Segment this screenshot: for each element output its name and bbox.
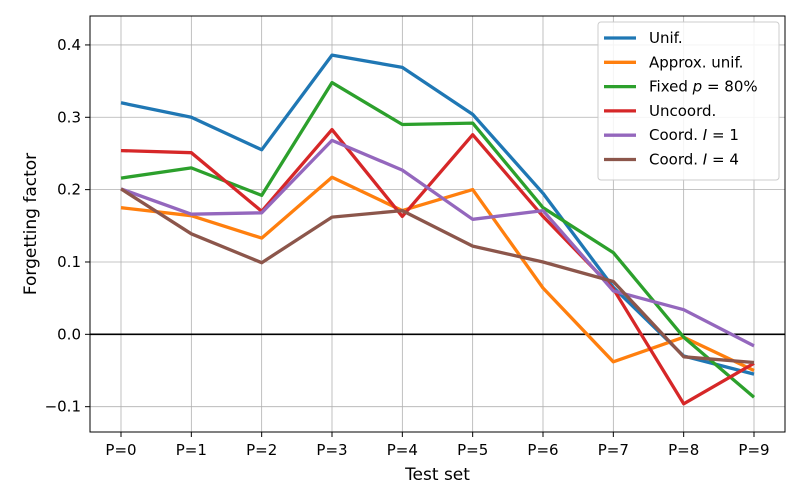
legend-label: Coord. I = 4 (649, 151, 739, 169)
x-tick-label: P=6 (527, 441, 558, 459)
series-line (120, 187, 755, 365)
legend-label: Uncoord. (649, 102, 716, 120)
y-tick-label: 0.4 (57, 36, 81, 54)
x-axis-title: Test set (404, 465, 470, 485)
legend: Unif. Approx. unif. Fixed p = 80% Uncoord. C… (597, 21, 780, 181)
x-tick-label: P=7 (598, 441, 629, 459)
series-line (120, 127, 755, 406)
x-tick-label: P=8 (668, 441, 699, 459)
series-line (120, 138, 755, 348)
x-tick-label: P=4 (387, 441, 418, 459)
series-line (120, 53, 755, 376)
legend-box (597, 21, 780, 181)
y-tick-label: 0.2 (57, 181, 81, 199)
legend-label: Fixed p = 80% (649, 78, 758, 96)
legend-label: Approx. unif. (649, 53, 743, 71)
x-tick-label: P=1 (176, 441, 207, 459)
y-tick-label: −0.1 (45, 398, 81, 416)
series-line (120, 175, 755, 372)
legend-label: Coord. I = 1 (649, 126, 739, 144)
plot-frame (89, 15, 786, 433)
y-tick-label: 0.3 (57, 108, 81, 126)
x-tick-label: P=2 (246, 441, 277, 459)
x-tick-label: P=0 (105, 441, 136, 459)
y-tick-label: 0.0 (57, 325, 81, 343)
y-tick-label: 0.1 (57, 253, 81, 271)
y-axis-title: Forgetting factor (21, 153, 41, 295)
legend-label: Unif. (649, 29, 683, 47)
x-axis-ticks: P=0 P=1 P=2 P=3 P=4 P=5 P=6 P=7 P=8 P=9 (105, 432, 770, 459)
x-tick-label: P=5 (457, 441, 488, 459)
x-tick-label: P=3 (316, 441, 347, 459)
x-tick-label: P=9 (738, 441, 769, 459)
series-lines (120, 53, 756, 406)
y-axis-ticks: −0.1 0.0 0.1 0.2 0.3 0.4 (45, 36, 90, 416)
